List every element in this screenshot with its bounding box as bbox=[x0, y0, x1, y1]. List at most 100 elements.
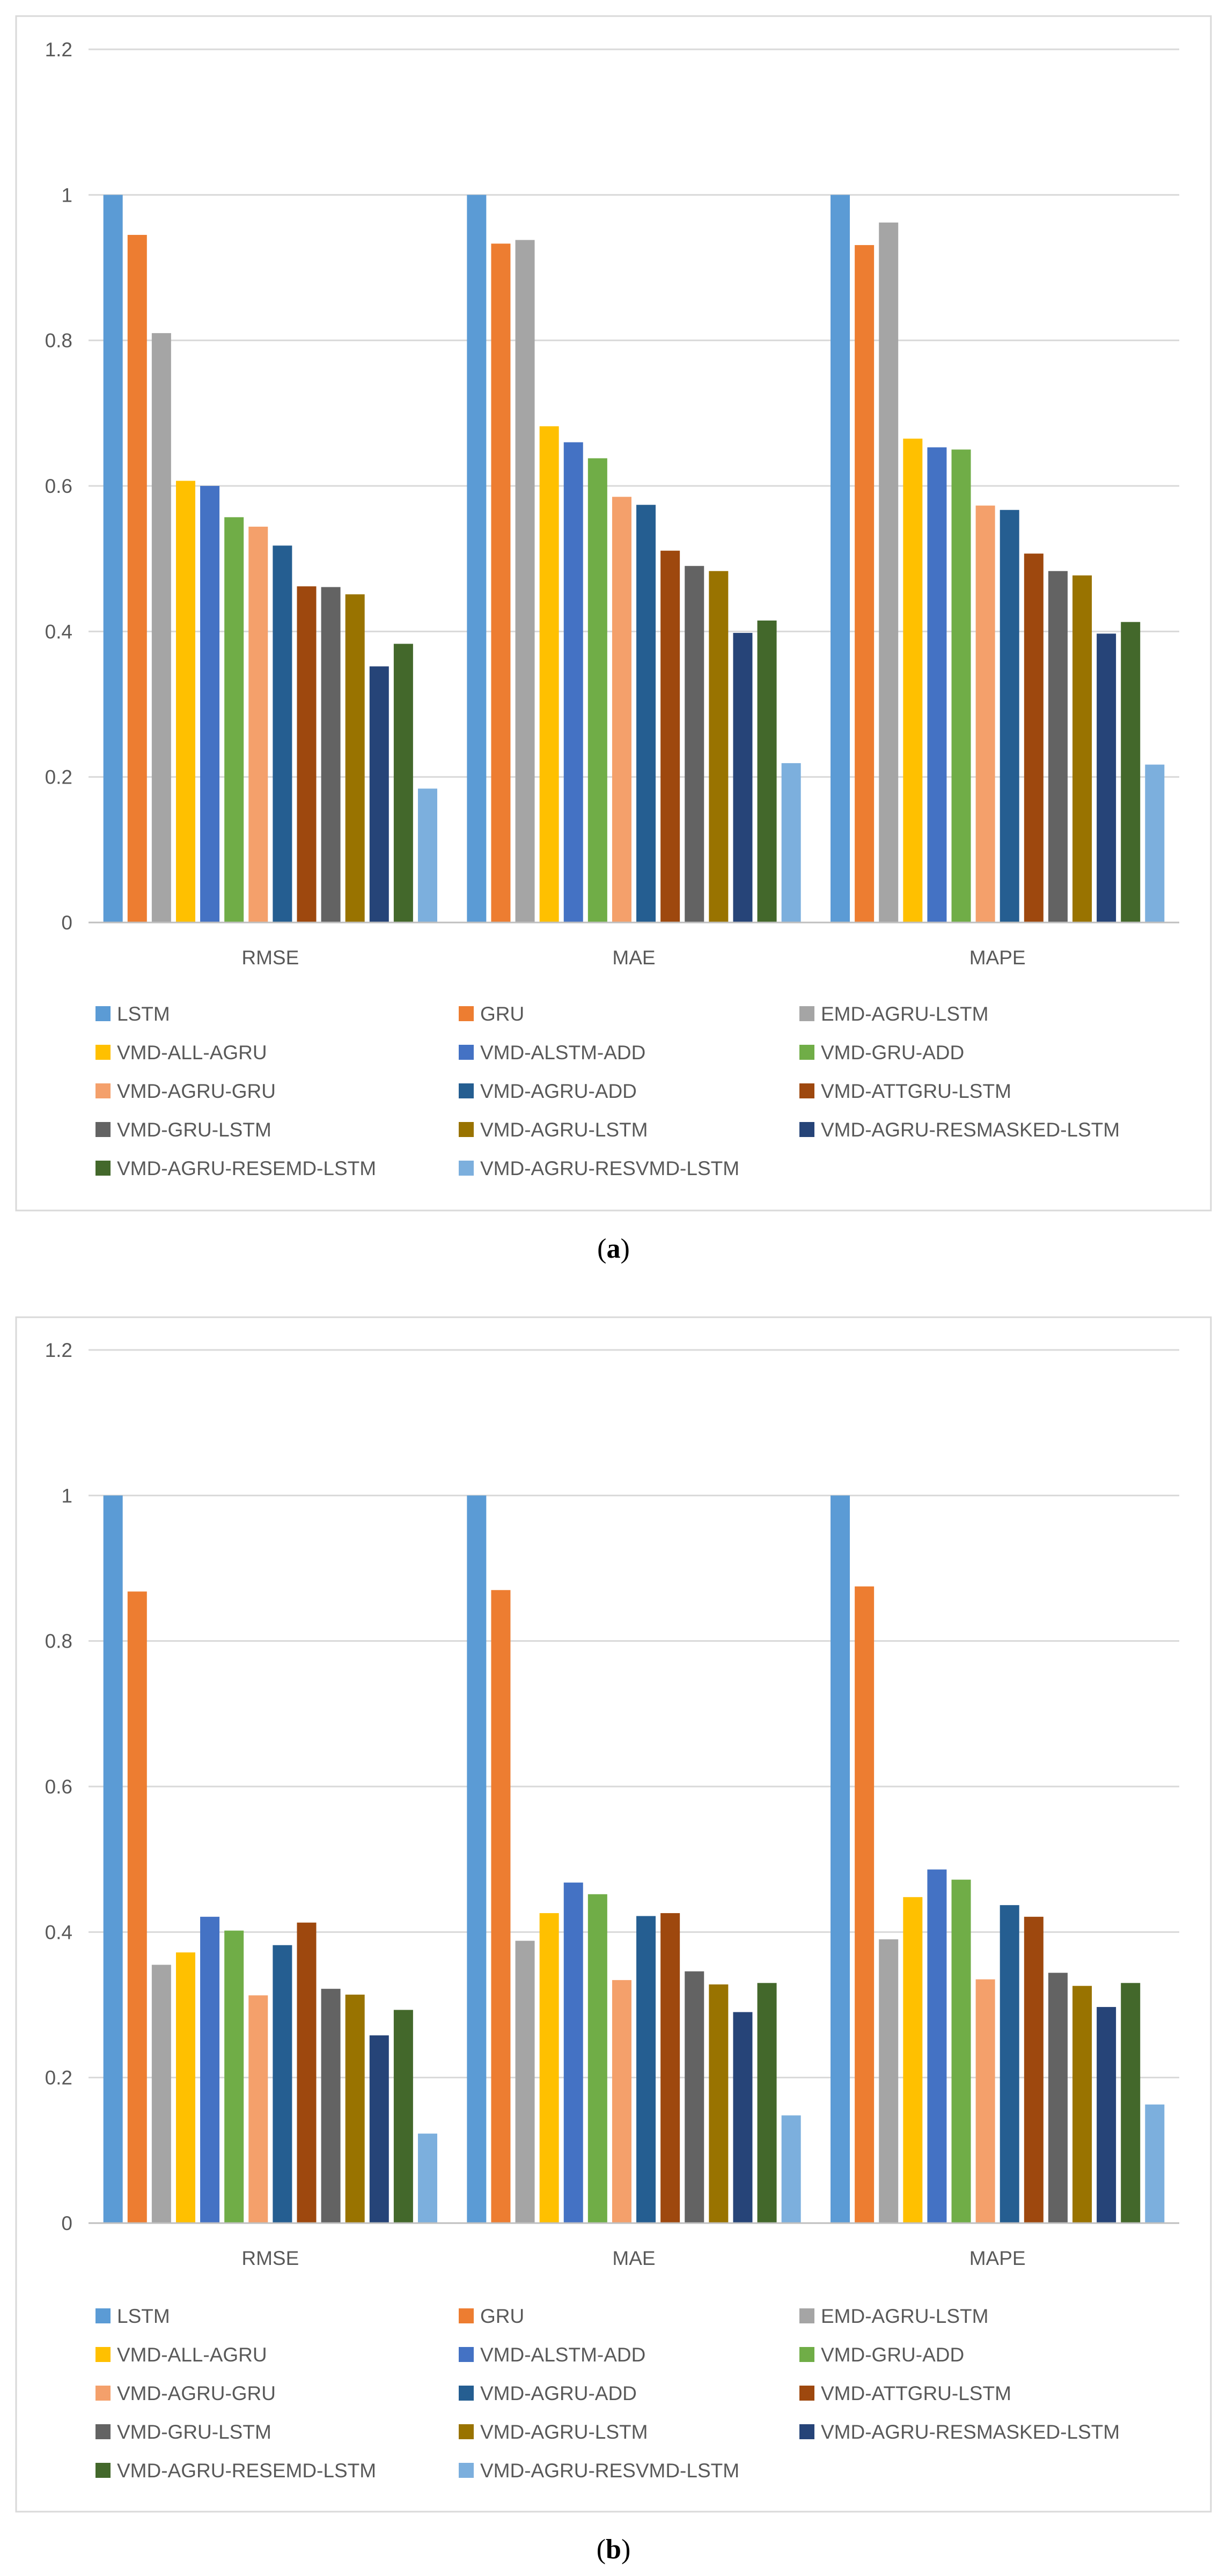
legend-label-b-vmd-agru-lstm: VMD-AGRU-LSTM bbox=[480, 2421, 648, 2443]
legend-label-b-lstm: LSTM bbox=[117, 2305, 170, 2327]
y-tick-label-b-3: 0.6 bbox=[45, 1776, 72, 1798]
bar-a-mape-7 bbox=[1000, 510, 1019, 922]
y-tick-label-b-1: 0.2 bbox=[45, 2067, 72, 2089]
caption-letter: a bbox=[607, 1234, 621, 1264]
legend-swatch-b-vmd-alstm-add bbox=[459, 2347, 474, 2362]
bar-b-mape-5 bbox=[951, 1879, 971, 2223]
y-tick-label-b-4: 0.8 bbox=[45, 1630, 72, 1652]
bar-b-rmse-7 bbox=[273, 1945, 292, 2223]
legend-label-b-vmd-attgru-lstm: VMD-ATTGRU-LSTM bbox=[821, 2382, 1011, 2404]
chart-panel-a: 0 0.2 0.4 0.6 0.8 1 1.2 RMSE MAE MAPE LSTM GRU EMD-A… bbox=[15, 15, 1212, 1264]
bar-b-mae-8 bbox=[660, 1913, 680, 2223]
legend-swatch-b-vmd-attgru-lstm bbox=[799, 2386, 814, 2401]
legend-swatch-b-gru bbox=[459, 2308, 474, 2323]
bar-b-mape-9 bbox=[1048, 1973, 1068, 2223]
caption-close-paren: ) bbox=[621, 1234, 630, 1264]
bar-a-mape-8 bbox=[1024, 553, 1044, 922]
y-tick-label-a-4: 0.8 bbox=[45, 330, 72, 352]
legend-swatch-a-vmd-agru-add bbox=[459, 1083, 474, 1098]
legend-label-a-emd-agru-lstm: EMD-AGRU-LSTM bbox=[821, 1003, 988, 1025]
y-tick-label-a-2: 0.4 bbox=[45, 621, 72, 643]
bar-a-rmse-10 bbox=[345, 594, 365, 922]
legend-label-a-vmd-gru-add: VMD-GRU-ADD bbox=[821, 1042, 964, 1064]
legend-swatch-a-vmd-gru-add bbox=[799, 1045, 814, 1060]
x-category-label-a-1: MAE bbox=[612, 947, 655, 969]
bar-b-rmse-2 bbox=[151, 1965, 171, 2223]
legend-swatch-a-vmd-all-agru bbox=[95, 1045, 111, 1060]
legend-label-a-vmd-agru-add: VMD-AGRU-ADD bbox=[480, 1080, 637, 1102]
legend-label-b-vmd-gru-add: VMD-GRU-ADD bbox=[821, 2344, 964, 2366]
y-tick-label-b-5: 1 bbox=[61, 1485, 72, 1507]
bar-a-mape-6 bbox=[975, 505, 995, 922]
bar-b-rmse-3 bbox=[175, 1952, 195, 2223]
legend-label-b-vmd-all-agru: VMD-ALL-AGRU bbox=[117, 2344, 267, 2366]
bar-b-mae-9 bbox=[685, 1971, 704, 2223]
y-tick-label-b-0: 0 bbox=[61, 2212, 72, 2234]
bar-a-mape-11 bbox=[1097, 633, 1116, 922]
bar-a-mape-12 bbox=[1121, 622, 1141, 922]
bar-a-mae-12 bbox=[757, 620, 777, 922]
bar-a-mape-4 bbox=[927, 447, 947, 922]
legend-swatch-b-lstm bbox=[95, 2308, 111, 2323]
bar-b-rmse-8 bbox=[297, 1922, 317, 2223]
bar-b-mape-0 bbox=[831, 1495, 850, 2223]
legend-label-b-vmd-agru-resvmd-lstm: VMD-AGRU-RESVMD-LSTM bbox=[480, 2460, 739, 2482]
bar-b-mape-1 bbox=[855, 1586, 875, 2223]
bar-a-mae-2 bbox=[515, 240, 535, 923]
bar-b-mae-12 bbox=[757, 1983, 777, 2223]
bar-b-mae-11 bbox=[733, 2012, 753, 2223]
legend-swatch-a-vmd-agru-resvmd-lstm bbox=[459, 1161, 474, 1176]
bar-a-mape-2 bbox=[879, 222, 899, 922]
bar-b-mape-8 bbox=[1024, 1916, 1044, 2223]
bar-a-mape-10 bbox=[1072, 575, 1092, 922]
legend-swatch-b-vmd-agru-resvmd-lstm bbox=[459, 2463, 474, 2478]
bar-a-mae-4 bbox=[563, 442, 583, 922]
bar-a-mae-8 bbox=[660, 550, 680, 922]
bar-b-mape-11 bbox=[1097, 2007, 1116, 2223]
bar-b-rmse-13 bbox=[417, 2134, 437, 2223]
bar-a-rmse-5 bbox=[224, 517, 244, 922]
panel-caption-b: (b) bbox=[597, 2534, 631, 2565]
bar-b-mae-13 bbox=[781, 2115, 801, 2223]
bar-a-mape-1 bbox=[855, 245, 875, 923]
bar-a-rmse-3 bbox=[175, 481, 195, 922]
bar-a-mae-7 bbox=[636, 505, 656, 922]
bar-b-rmse-5 bbox=[224, 1930, 244, 2223]
bar-a-rmse-0 bbox=[103, 195, 123, 923]
legend-swatch-b-vmd-agru-lstm bbox=[459, 2424, 474, 2439]
legend-label-b-vmd-agru-gru: VMD-AGRU-GRU bbox=[117, 2382, 276, 2404]
bar-b-mape-6 bbox=[975, 1979, 995, 2223]
bar-a-mape-0 bbox=[831, 195, 850, 923]
bar-b-mape-7 bbox=[1000, 1905, 1019, 2223]
y-tick-label-a-1: 0.2 bbox=[45, 766, 72, 788]
legend-label-b-vmd-alstm-add: VMD-ALSTM-ADD bbox=[480, 2344, 645, 2366]
bar-a-mae-6 bbox=[612, 497, 631, 922]
legend-swatch-a-vmd-agru-resemd-lstm bbox=[95, 1161, 111, 1176]
chart-frame-b bbox=[15, 1316, 1212, 2513]
legend-swatch-a-vmd-gru-lstm bbox=[95, 1122, 111, 1137]
bar-a-mae-11 bbox=[733, 633, 753, 922]
bar-a-rmse-13 bbox=[417, 788, 437, 922]
legend-swatch-a-vmd-attgru-lstm bbox=[799, 1083, 814, 1098]
bar-b-mape-12 bbox=[1121, 1983, 1141, 2223]
bar-a-mae-9 bbox=[685, 566, 704, 922]
legend-swatch-a-lstm bbox=[95, 1006, 111, 1021]
bar-b-mae-6 bbox=[612, 1980, 631, 2223]
legend-label-b-emd-agru-lstm: EMD-AGRU-LSTM bbox=[821, 2305, 988, 2327]
bar-b-mape-10 bbox=[1072, 1985, 1092, 2223]
bar-b-mae-2 bbox=[515, 1940, 535, 2223]
bar-b-rmse-9 bbox=[321, 1989, 341, 2223]
legend-label-a-vmd-attgru-lstm: VMD-ATTGRU-LSTM bbox=[821, 1080, 1011, 1102]
legend-label-a-vmd-all-agru: VMD-ALL-AGRU bbox=[117, 1042, 267, 1064]
y-tick-label-a-6: 1.2 bbox=[45, 39, 72, 61]
bar-b-rmse-10 bbox=[345, 1995, 365, 2223]
bar-b-mae-1 bbox=[491, 1590, 511, 2223]
x-category-label-b-1: MAE bbox=[612, 2247, 655, 2269]
legend-swatch-b-vmd-agru-resemd-lstm bbox=[95, 2463, 111, 2478]
legend-label-b-vmd-gru-lstm: VMD-GRU-LSTM bbox=[117, 2421, 271, 2443]
bar-a-mae-13 bbox=[781, 763, 801, 922]
bar-b-rmse-12 bbox=[393, 2010, 413, 2223]
bar-b-mae-3 bbox=[539, 1913, 559, 2223]
legend-swatch-b-vmd-agru-add bbox=[459, 2386, 474, 2401]
legend-swatch-b-emd-agru-lstm bbox=[799, 2308, 814, 2323]
